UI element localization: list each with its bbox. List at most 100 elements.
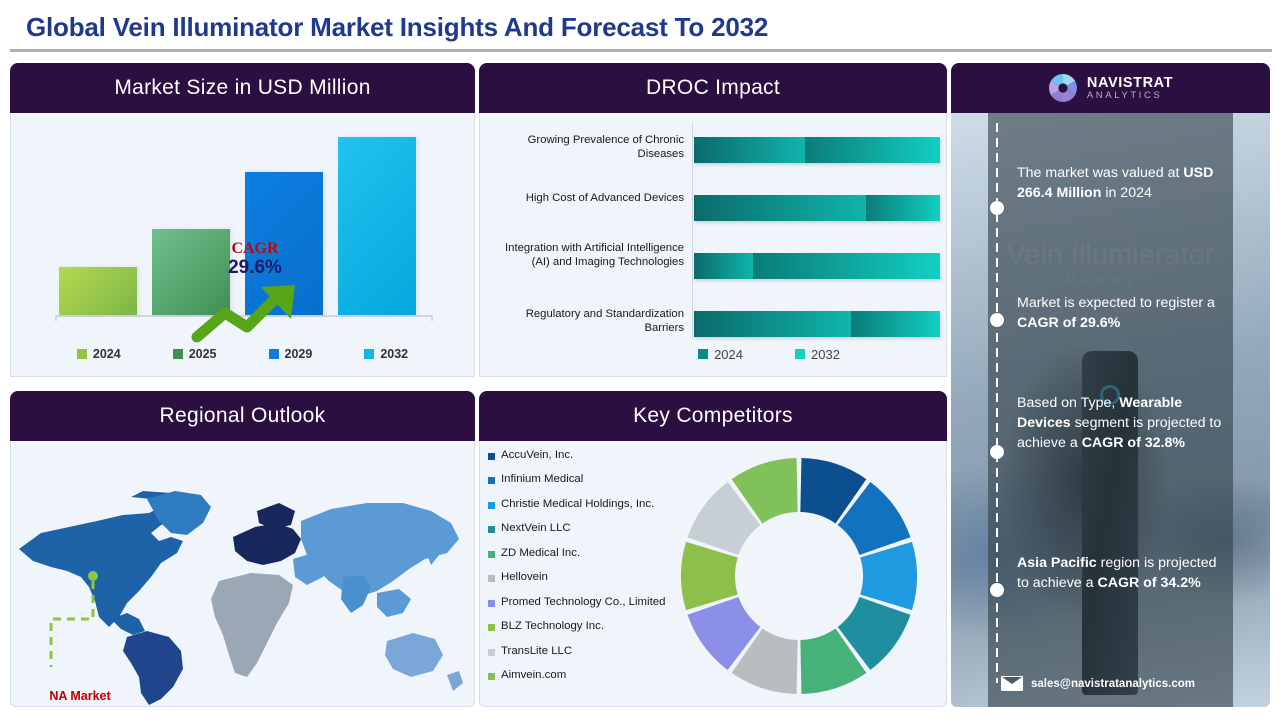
na-market-share-callout: NA Market Share ~ 41.1% (25, 689, 135, 706)
droc-segment-2032-2 (753, 253, 940, 279)
map-region-greenland (147, 491, 211, 535)
droc-segment-2024-1 (694, 195, 867, 221)
map-region-india (341, 575, 371, 613)
competitor-legend-item: Hellovein (488, 571, 716, 584)
competitor-legend-swatch (488, 624, 495, 632)
competitor-legend-item: BLZ Technology Inc. (488, 620, 716, 633)
droc-segment-2032-3 (851, 311, 940, 337)
competitor-legend-label: Promed Technology Co., Limited (501, 595, 666, 608)
brand-name: NAVISTRAT (1086, 74, 1174, 91)
competitor-legend-item: ZD Medical Inc. (488, 547, 716, 560)
insight-cagr: Market is expected to register a CAGR of… (1017, 295, 1215, 332)
map-region-central-america (111, 613, 145, 635)
competitor-legend-label: Hellovein (501, 571, 548, 584)
competitor-legend-item: Promed Technology Co., Limited (488, 596, 716, 609)
panel-competitors-body: AccuVein, Inc. Infinium Medical Christie M… (479, 441, 947, 707)
legend-swatch-2024 (76, 349, 87, 359)
world-map (11, 441, 474, 706)
callout-leader-line (49, 581, 95, 667)
contact-email-row[interactable]: sales@navistratanalytics.com (1001, 676, 1195, 691)
bar-2025 (152, 229, 230, 315)
map-region-north-america (19, 491, 193, 627)
donut-segment (800, 628, 867, 694)
competitor-legend-label: TransLite LLC (501, 644, 573, 657)
droc-legend-swatch-2032 (795, 349, 805, 359)
competitor-legend-item: NextVein LLC (488, 522, 716, 535)
brand-header: NAVISTRAT ANALYTICS (951, 63, 1270, 113)
competitor-legend-item: Infinium Medical (488, 473, 716, 486)
competitor-legend-item: TransLite LLC (488, 645, 716, 658)
donut-segment (687, 482, 761, 555)
competitor-legend-label: AccuVein, Inc. (501, 449, 574, 461)
droc-track-0 (694, 137, 940, 163)
panel-key-insights: NAVISTRAT ANALYTICS Vein Illumierator MA… (951, 63, 1270, 707)
insight-segment-type: Based on Type, Wearable Devices segment … (1017, 395, 1222, 452)
panel-droc-title: DROC Impact (479, 63, 947, 113)
donut-segment (860, 541, 917, 611)
legend-swatch-2025 (172, 349, 183, 359)
brand-text: NAVISTRAT ANALYTICS (1086, 74, 1174, 101)
donut-segment (837, 597, 911, 670)
donut-segment (681, 541, 738, 611)
droc-segment-2024-0 (694, 137, 805, 163)
panel-market-size: Market Size in USD Million 266.4 CAGR 29… (10, 63, 475, 377)
panel-regional-body: NA Market Share ~ 41.1% (10, 441, 475, 707)
droc-segment-2032-0 (804, 137, 940, 163)
competitor-legend-swatch (488, 673, 495, 681)
panel-regional-outlook: Regional Outlook (10, 391, 475, 707)
page-title: Global Vein Illuminator Market Insights … (26, 12, 769, 42)
map-region-southeast-asia (377, 589, 411, 617)
brand-subtitle: ANALYTICS (1086, 90, 1163, 101)
competitor-legend-swatch (488, 599, 495, 607)
cagr-word: CAGR (231, 240, 279, 257)
competitor-legend-swatch (488, 575, 495, 583)
panel-competitors-title: Key Competitors (479, 391, 947, 441)
legend-label-2024: 2024 (92, 347, 121, 361)
panel-regional-title: Regional Outlook (10, 391, 475, 441)
competitors-legend: AccuVein, Inc. Infinium Medical Christie M… (488, 449, 716, 694)
map-pin-marker-icon (88, 571, 98, 581)
page-header: Global Vein Illuminator Market Insights … (0, 0, 1280, 55)
map-region-japan (425, 543, 439, 565)
legend-item-2032: 2032 (364, 347, 408, 361)
segmented-circle-logo-icon (1048, 73, 1078, 103)
droc-legend-swatch-2024 (698, 349, 709, 359)
na-callout-line2: Share ~ (57, 705, 103, 706)
competitor-legend-swatch (488, 550, 495, 558)
droc-label-3: Regulatory and Standardization Barriers (525, 308, 684, 335)
legend-swatch-2029 (268, 349, 279, 359)
droc-track-2 (694, 253, 940, 279)
legend-label-2029: 2029 (284, 347, 313, 361)
map-region-asia (301, 503, 459, 597)
insight-region: Asia Pacific region is projected to achi… (1017, 555, 1217, 592)
panel-market-size-title: Market Size in USD Million (10, 63, 475, 113)
competitor-legend-label: ZD Medical Inc. (501, 546, 581, 559)
legend-swatch-2032 (364, 349, 375, 359)
insights-body: Vein Illumierator MARKET The market was … (951, 113, 1270, 707)
contact-email[interactable]: sales@navistratanalytics.com (1031, 677, 1195, 690)
map-region-australia (385, 633, 443, 677)
droc-stacked-bar-chart: Growing Prevalence of Chronic Diseases H… (480, 119, 946, 339)
timeline-dot-3 (990, 583, 1004, 597)
panel-droc-body: Growing Prevalence of Chronic Diseases H… (479, 113, 947, 377)
droc-segment-2032-1 (866, 195, 940, 221)
donut-segment (687, 597, 761, 670)
donut-segment (731, 458, 798, 524)
competitor-legend-label: Christie Medical Holdings, Inc. (501, 497, 655, 510)
competitor-legend-swatch (488, 477, 495, 485)
competitor-legend-swatch (488, 501, 495, 509)
map-region-europe (233, 523, 301, 565)
competitor-legend-label: Infinium Medical (501, 473, 584, 486)
competitor-legend-label: BLZ Technology Inc. (501, 620, 604, 633)
droc-legend-item-2032: 2032 (795, 347, 840, 362)
market-size-legend: 2024 2025 2029 2032 (11, 341, 474, 367)
legend-label-2025: 2025 (188, 347, 217, 361)
droc-segment-2024-3 (694, 311, 852, 337)
droc-legend-label-2024: 2024 (714, 346, 743, 362)
droc-axis-line (692, 123, 693, 339)
timeline-dot-2 (990, 445, 1004, 459)
insight-market-value: The market was valued at USD 266.4 Milli… (1017, 165, 1214, 202)
cagr-annotation: CAGR 29.6% (207, 240, 303, 278)
donut-segment (800, 458, 867, 524)
competitor-legend-item: AccuVein, Inc. (488, 449, 716, 462)
